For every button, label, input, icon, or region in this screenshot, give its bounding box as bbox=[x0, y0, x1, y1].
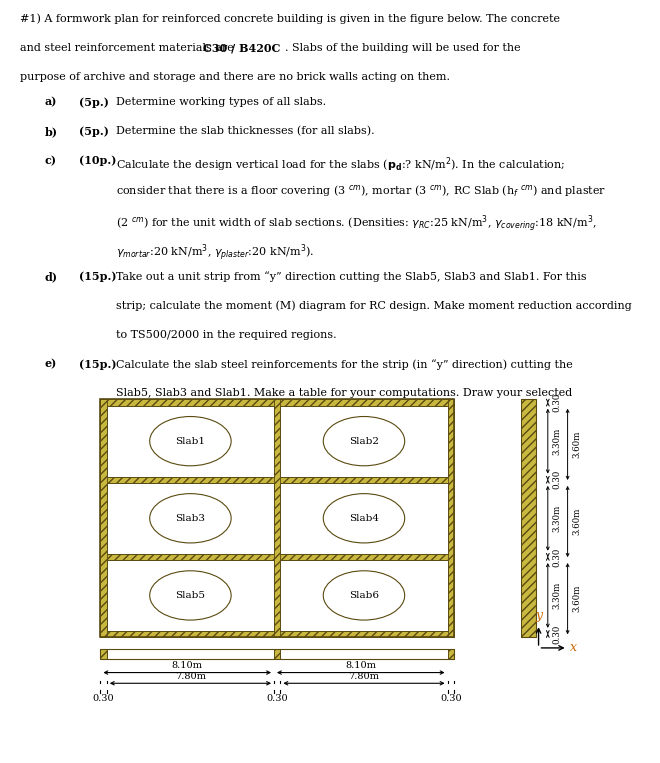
Text: C30 / B420C: C30 / B420C bbox=[203, 43, 280, 54]
Bar bbox=[107, 560, 274, 631]
Text: 3.60m: 3.60m bbox=[572, 430, 581, 458]
Text: Determine working types of all slabs.: Determine working types of all slabs. bbox=[116, 97, 326, 107]
Text: 0.30: 0.30 bbox=[552, 470, 562, 489]
Text: d): d) bbox=[45, 272, 57, 282]
Bar bbox=[107, 483, 274, 554]
Text: 0.30: 0.30 bbox=[552, 547, 562, 567]
Text: Slab1: Slab1 bbox=[176, 436, 205, 446]
Text: Slab5: Slab5 bbox=[176, 591, 205, 600]
Text: 3.30m: 3.30m bbox=[552, 427, 562, 455]
Text: (10p.): (10p.) bbox=[79, 155, 116, 166]
Text: x: x bbox=[570, 642, 578, 655]
Text: 3.60m: 3.60m bbox=[572, 585, 581, 613]
Text: e): e) bbox=[45, 359, 57, 370]
Ellipse shape bbox=[150, 494, 231, 543]
Text: 0.30: 0.30 bbox=[440, 694, 461, 703]
Text: Slab5, Slab3 and Slab1. Make a table for your computations. Draw your selected: Slab5, Slab3 and Slab1. Make a table for… bbox=[116, 388, 572, 398]
Text: Calculate the design vertical load for the slabs ($\mathbf{p_d}$:? kN/m$^2$). In: Calculate the design vertical load for t… bbox=[116, 155, 565, 173]
Bar bbox=[100, 399, 107, 637]
Text: a): a) bbox=[45, 97, 57, 108]
Text: Take out a unit strip from “y” direction cutting the Slab5, Slab3 and Slab1. For: Take out a unit strip from “y” direction… bbox=[116, 272, 587, 282]
Text: Slab4: Slab4 bbox=[349, 513, 379, 523]
Bar bbox=[107, 649, 274, 658]
Ellipse shape bbox=[323, 571, 405, 620]
Text: (5p.): (5p.) bbox=[79, 97, 109, 108]
Text: and steel reinforcement materials are: and steel reinforcement materials are bbox=[20, 43, 237, 53]
Text: #1) A formwork plan for reinforced concrete building is given in the figure belo: #1) A formwork plan for reinforced concr… bbox=[20, 14, 560, 24]
Ellipse shape bbox=[150, 417, 231, 465]
Text: 0.30: 0.30 bbox=[93, 694, 114, 703]
Text: (5p.): (5p.) bbox=[79, 126, 109, 137]
Text: reinforcements under the table.: reinforcements under the table. bbox=[116, 417, 296, 427]
Bar bbox=[100, 477, 454, 483]
Text: 3.60m: 3.60m bbox=[572, 508, 581, 535]
Text: Slab2: Slab2 bbox=[349, 436, 379, 446]
Text: 7.80m: 7.80m bbox=[175, 671, 206, 681]
Text: Calculate the slab steel reinforcements for the strip (in “y” direction) cutting: Calculate the slab steel reinforcements … bbox=[116, 359, 573, 369]
Bar bbox=[107, 406, 274, 477]
Text: consider that there is a floor covering (3 $^{cm}$), mortar (3 $^{cm}$), RC Slab: consider that there is a floor covering … bbox=[116, 184, 606, 199]
Bar bbox=[447, 649, 454, 658]
Bar bbox=[100, 649, 454, 658]
Ellipse shape bbox=[323, 417, 405, 465]
Text: 0.30: 0.30 bbox=[552, 393, 562, 412]
Bar bbox=[280, 560, 447, 631]
Text: (15p.): (15p.) bbox=[79, 272, 116, 282]
Text: 7.80m: 7.80m bbox=[348, 671, 380, 681]
Bar bbox=[100, 649, 107, 658]
Bar bbox=[521, 399, 536, 637]
Text: Determine the slab thicknesses (for all slabs).: Determine the slab thicknesses (for all … bbox=[116, 126, 375, 136]
Ellipse shape bbox=[323, 494, 405, 543]
Bar bbox=[280, 406, 447, 477]
Bar bbox=[280, 483, 447, 554]
Text: 3.30m: 3.30m bbox=[552, 504, 562, 532]
Text: Slab6: Slab6 bbox=[349, 591, 379, 600]
Text: 3.30m: 3.30m bbox=[552, 582, 562, 609]
Bar bbox=[100, 399, 454, 406]
Text: Slab3: Slab3 bbox=[176, 513, 205, 523]
Bar bbox=[447, 399, 454, 637]
Ellipse shape bbox=[150, 571, 231, 620]
Text: 8.10m: 8.10m bbox=[345, 661, 376, 670]
Text: strip; calculate the moment (M) diagram for RC design. Make moment reduction acc: strip; calculate the moment (M) diagram … bbox=[116, 301, 632, 311]
Bar bbox=[274, 399, 280, 637]
Text: y: y bbox=[535, 609, 542, 622]
Text: 0.30: 0.30 bbox=[267, 694, 288, 703]
Text: (2 $^{cm}$) for the unit width of slab sections. (Densities: $\gamma_{RC}$:25 kN: (2 $^{cm}$) for the unit width of slab s… bbox=[116, 213, 597, 234]
Text: $\gamma_{mortar}$:20 kN/m$^3$, $\gamma_{plaster}$:20 kN/m$^3$).: $\gamma_{mortar}$:20 kN/m$^3$, $\gamma_{… bbox=[116, 243, 314, 263]
Bar bbox=[521, 399, 536, 637]
Text: purpose of archive and storage and there are no brick walls acting on them.: purpose of archive and storage and there… bbox=[20, 72, 450, 82]
Text: to TS500/2000 in the required regions.: to TS500/2000 in the required regions. bbox=[116, 330, 337, 340]
Bar bbox=[280, 649, 447, 658]
Text: 8.10m: 8.10m bbox=[172, 661, 203, 670]
Text: b): b) bbox=[45, 126, 57, 137]
Bar bbox=[100, 554, 454, 560]
Bar bbox=[100, 631, 454, 637]
Text: . Slabs of the building will be used for the: . Slabs of the building will be used for… bbox=[284, 43, 520, 53]
Text: c): c) bbox=[45, 155, 57, 166]
Text: (15p.): (15p.) bbox=[79, 359, 116, 370]
Text: 0.30: 0.30 bbox=[552, 624, 562, 644]
Bar bbox=[100, 399, 454, 637]
Bar bbox=[274, 649, 280, 658]
